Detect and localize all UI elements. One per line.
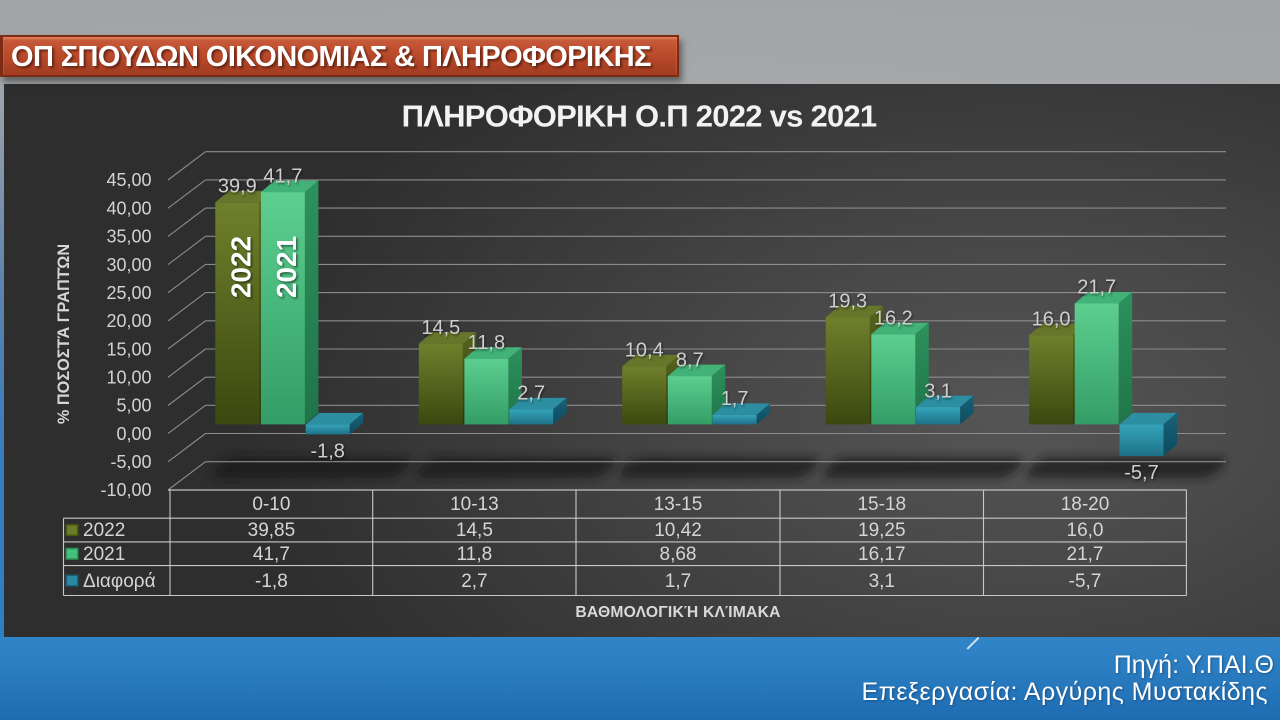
svg-text:15-18: 15-18 [857,494,906,515]
svg-text:0-10: 0-10 [252,494,290,515]
svg-text:41,7: 41,7 [253,544,290,565]
svg-text:2022: 2022 [225,236,256,298]
svg-text:1,7: 1,7 [721,388,749,410]
svg-text:10,4: 10,4 [625,340,664,362]
svg-text:39,9: 39,9 [218,176,257,198]
svg-text:5,00: 5,00 [116,396,151,416]
svg-text:-5,7: -5,7 [1069,571,1102,592]
svg-text:3,1: 3,1 [924,380,952,402]
svg-text:10,42: 10,42 [654,520,702,541]
svg-text:35,00: 35,00 [106,227,151,247]
svg-text:16,17: 16,17 [858,544,906,565]
svg-text:2021: 2021 [271,236,302,298]
svg-text:-1,8: -1,8 [255,571,288,592]
svg-text:-1,8: -1,8 [310,440,344,462]
svg-text:41,7: 41,7 [263,165,302,187]
svg-text:19,3: 19,3 [828,290,867,312]
svg-text:-5,00: -5,00 [110,452,151,472]
svg-text:30,00: 30,00 [106,255,151,275]
svg-text:1,7: 1,7 [665,571,691,592]
svg-text:11,8: 11,8 [468,332,505,354]
svg-text:14,5: 14,5 [456,520,493,541]
svg-text:39,85: 39,85 [248,520,296,541]
svg-text:21,7: 21,7 [1077,277,1116,299]
svg-text:18-20: 18-20 [1061,494,1110,515]
svg-text:% ΠΟΣΟΣΤΆ ΓΡΑΠΤΏΝ: % ΠΟΣΟΣΤΆ ΓΡΑΠΤΏΝ [55,244,73,424]
svg-text:11,8: 11,8 [457,544,493,565]
svg-text:45,00: 45,00 [106,170,151,190]
svg-text:25,00: 25,00 [106,283,151,303]
svg-text:10-13: 10-13 [450,494,499,515]
svg-text:Διαφορά: Διαφορά [83,571,156,592]
svg-text:0,00: 0,00 [116,424,151,444]
svg-text:3,1: 3,1 [869,571,895,592]
svg-text:-10,00: -10,00 [100,480,151,500]
svg-text:2022: 2022 [83,520,125,541]
svg-text:ΒΑΘΜΟΛΟΓΙΚΉ ΚΛΊΜΑΚΑ: ΒΑΘΜΟΛΟΓΙΚΉ ΚΛΊΜΑΚΑ [575,604,780,621]
svg-text:14,5: 14,5 [421,317,460,339]
svg-text:10,00: 10,00 [106,368,151,388]
svg-text:16,0: 16,0 [1067,520,1104,541]
svg-text:13-15: 13-15 [654,494,703,515]
svg-text:2021: 2021 [83,544,125,565]
svg-text:2,7: 2,7 [517,383,545,405]
svg-text:-5,7: -5,7 [1124,462,1158,484]
svg-text:16,2: 16,2 [874,308,913,330]
svg-text:16,0: 16,0 [1032,309,1071,331]
svg-text:ΠΛΗΡΟΦΟΡΙΚΗ Ο.Π 2022 vs 2021: ΠΛΗΡΟΦΟΡΙΚΗ Ο.Π 2022 vs 2021 [402,99,877,134]
svg-text:20,00: 20,00 [106,311,151,331]
svg-text:2,7: 2,7 [461,571,487,592]
svg-text:40,00: 40,00 [106,198,151,218]
svg-text:21,7: 21,7 [1067,544,1104,565]
svg-text:15,00: 15,00 [106,339,151,359]
svg-text:8,68: 8,68 [660,544,697,565]
svg-text:8,7: 8,7 [676,349,704,371]
svg-text:19,25: 19,25 [858,520,906,541]
